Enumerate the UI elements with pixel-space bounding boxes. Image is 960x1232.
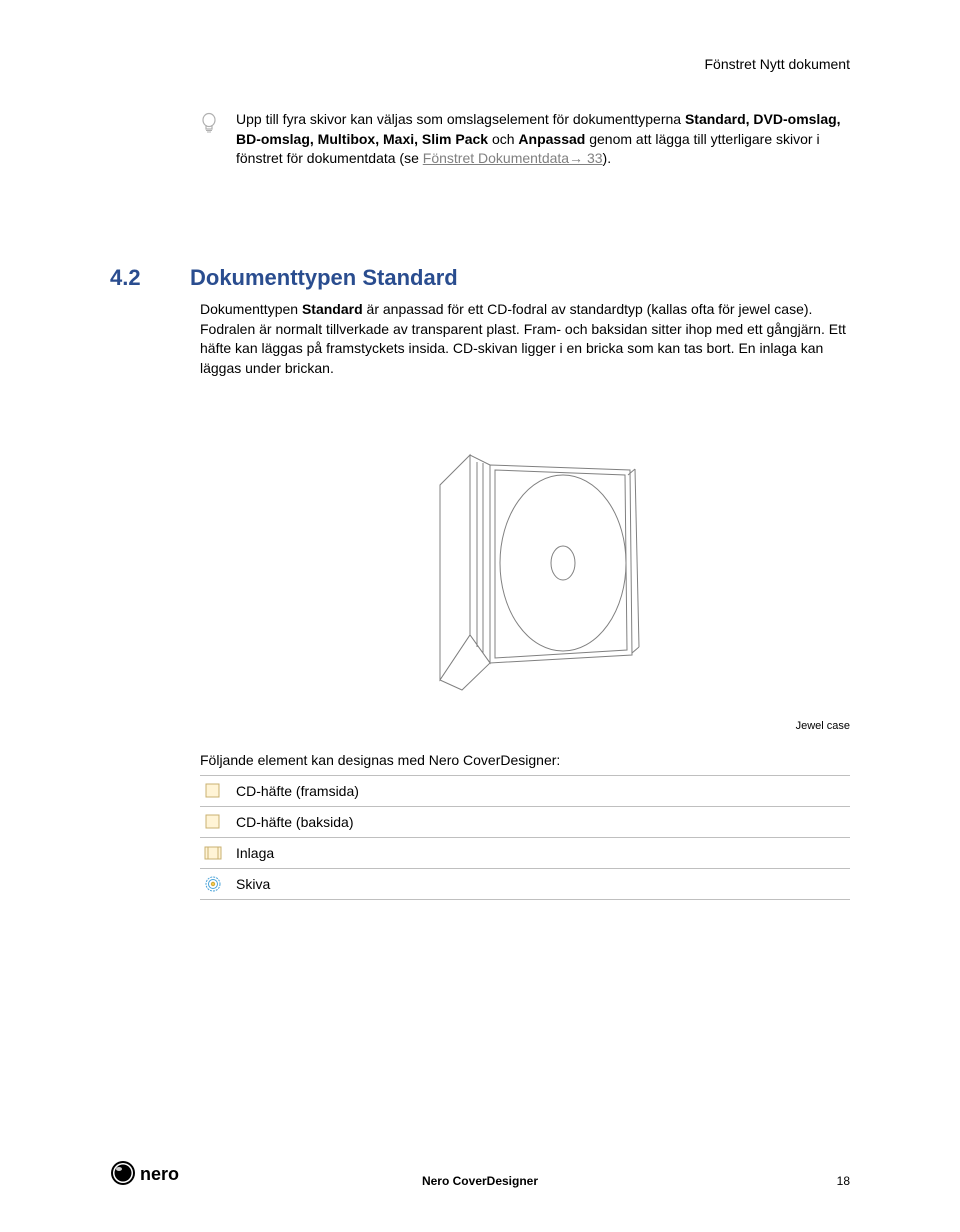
section-title: Dokumenttypen Standard [190, 265, 458, 291]
jewel-case-figure [370, 435, 670, 695]
body-paragraph: Dokumenttypen Standard är anpassad för e… [200, 300, 850, 378]
tip-pre: Upp till fyra skivor kan väljas som omsl… [236, 111, 685, 127]
disc-icon [204, 875, 222, 893]
booklet-front-icon [204, 782, 222, 800]
section-heading: 4.2 Dokumenttypen Standard [110, 265, 850, 291]
element-label: Inlaga [236, 845, 274, 861]
footer: nero Nero CoverDesigner 18 [0, 1162, 960, 1192]
tip-text: Upp till fyra skivor kan väljas som omsl… [236, 110, 850, 169]
body-p1b: Standard [302, 301, 363, 317]
elements-table: CD-häfte (framsida) CD-häfte (baksida) I… [200, 775, 850, 900]
tip-link[interactable]: Fönstret Dokumentdata→ 33 [423, 150, 603, 166]
table-row: CD-häfte (framsida) [200, 775, 850, 806]
body-p1a: Dokumenttypen [200, 301, 302, 317]
table-row: Skiva [200, 868, 850, 900]
inlay-icon [204, 844, 222, 862]
table-row: CD-häfte (baksida) [200, 806, 850, 837]
figure-caption: Jewel case [796, 720, 850, 732]
tip-block: Upp till fyra skivor kan väljas som omsl… [200, 110, 850, 169]
footer-center: Nero CoverDesigner [0, 1174, 960, 1188]
element-label: CD-häfte (framsida) [236, 783, 359, 799]
table-row: Inlaga [200, 837, 850, 868]
tip-tail: ). [603, 150, 612, 166]
tip-bold-last: Anpassad [518, 131, 585, 147]
footer-page-number: 18 [837, 1174, 850, 1188]
section-number: 4.2 [110, 265, 170, 291]
element-label: CD-häfte (baksida) [236, 814, 354, 830]
list-intro: Följande element kan designas med Nero C… [200, 752, 560, 768]
lightbulb-icon [200, 112, 220, 169]
element-label: Skiva [236, 876, 270, 892]
tip-mid: och [488, 131, 518, 147]
header-right: Fönstret Nytt dokument [704, 56, 850, 72]
booklet-back-icon [204, 813, 222, 831]
page: Fönstret Nytt dokument Upp till fyra ski… [0, 0, 960, 1232]
